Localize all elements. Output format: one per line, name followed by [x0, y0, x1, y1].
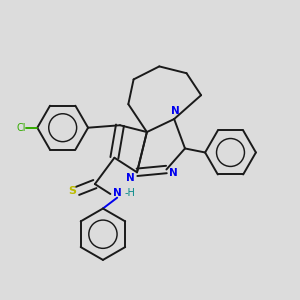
Text: N: N	[171, 106, 180, 116]
Text: S: S	[68, 186, 76, 196]
Text: N: N	[169, 168, 178, 178]
Text: N: N	[113, 188, 122, 198]
Text: Cl: Cl	[16, 123, 26, 133]
Text: N: N	[126, 173, 135, 183]
Text: -H: -H	[124, 188, 135, 198]
